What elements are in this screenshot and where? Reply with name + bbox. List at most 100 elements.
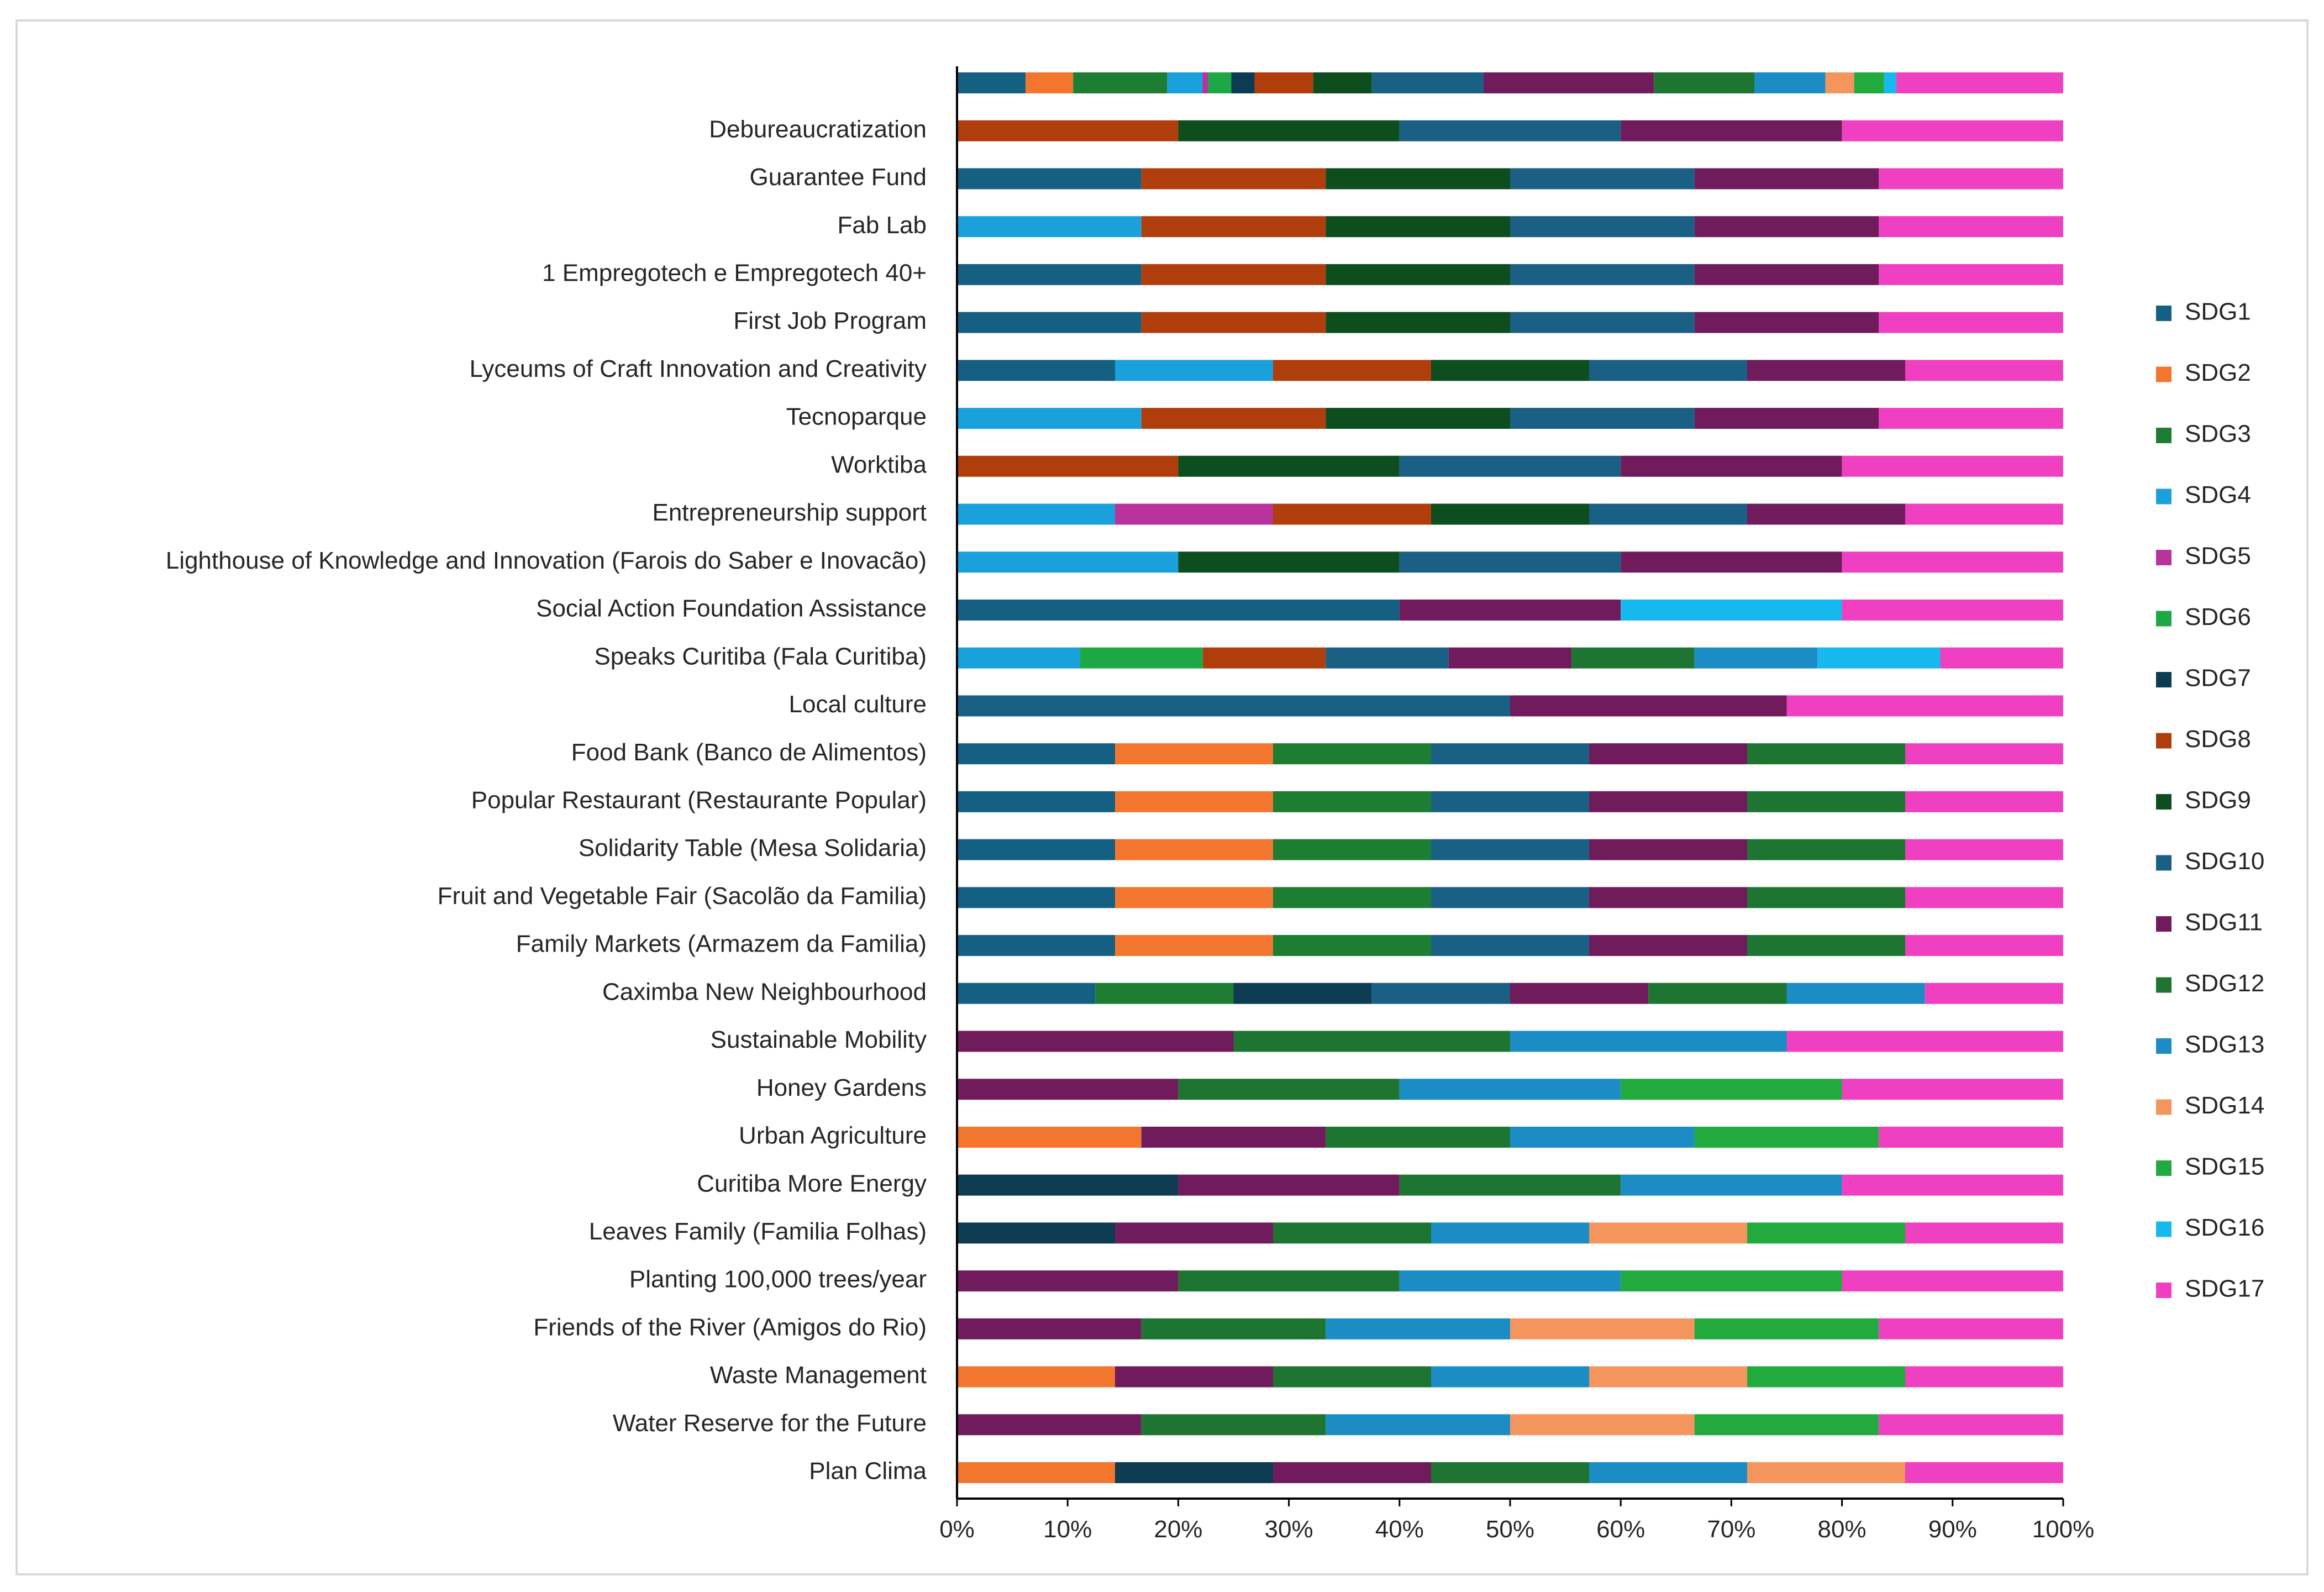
bar-segment-sdg13-row-0 [1754, 72, 1826, 93]
category-label-row-12: Speaks Curitiba (Fala Curitiba) [594, 643, 927, 670]
legend-swatch-sdg17 [2156, 1283, 2171, 1298]
x-tick-label: 10% [1043, 1516, 1092, 1543]
bar-segment-sdg17-row-21 [1842, 1079, 2063, 1100]
category-label-row-11: Social Action Foundation Assistance [536, 595, 927, 622]
bar-segment-sdg11-row-24 [1115, 1222, 1273, 1244]
bar-segment-sdg10-row-10 [1399, 551, 1621, 573]
bar-segment-sdg8-row-3 [1141, 216, 1326, 238]
bar-segment-sdg10-row-1 [1399, 120, 1621, 141]
bar-segment-sdg11-row-8 [1621, 455, 1842, 477]
bar-segment-sdg3-row-14 [1273, 743, 1431, 765]
bar-segment-sdg3-row-16 [1273, 839, 1431, 860]
bar-segment-sdg17-row-0 [1896, 72, 2063, 93]
bar-segment-sdg8-row-1 [957, 120, 1179, 141]
bar-segment-sdg2-row-17 [1115, 887, 1273, 908]
category-label-row-19: Caximba New Neighbourhood [602, 978, 927, 1005]
legend-label-sdg14: SDG14 [2185, 1092, 2264, 1119]
legend-label-sdg15: SDG15 [2185, 1153, 2264, 1180]
bar-segment-sdg11-row-9 [1747, 503, 1905, 525]
legend-label-sdg13: SDG13 [2185, 1031, 2264, 1058]
bar-segment-sdg9-row-8 [1178, 455, 1400, 477]
bar-segment-sdg17-row-4 [1879, 264, 2063, 285]
bar-segment-sdg17-row-20 [1786, 1031, 2063, 1052]
bar-segment-sdg17-row-2 [1879, 168, 2063, 190]
bar-segment-sdg17-row-22 [1879, 1126, 2063, 1148]
bar-segment-sdg7-row-19 [1233, 982, 1372, 1004]
bar-segment-sdg14-row-29 [1747, 1462, 1905, 1483]
bar-segment-sdg10-row-5 [1510, 312, 1695, 333]
bar-segment-sdg12-row-15 [1747, 791, 1905, 812]
bar-segment-sdg8-row-2 [1141, 168, 1326, 190]
legend-swatch-sdg12 [2156, 977, 2171, 993]
bar-segment-sdg9-row-4 [1326, 264, 1510, 285]
bar-segment-sdg4-row-12 [957, 647, 1080, 669]
bar-segment-sdg11-row-18 [1589, 935, 1747, 957]
bar-segment-sdg13-row-22 [1510, 1126, 1695, 1148]
bar-segment-sdg11-row-0 [1483, 72, 1654, 93]
bar-segment-sdg9-row-6 [1431, 360, 1589, 381]
bar-segment-sdg17-row-27 [1905, 1366, 2063, 1388]
bar-segment-sdg9-row-5 [1326, 312, 1510, 333]
bar-segment-sdg15-row-0 [1854, 72, 1884, 93]
legend-swatch-sdg11 [2156, 916, 2171, 932]
category-label-row-15: Popular Restaurant (Restaurante Popular) [471, 786, 927, 813]
bar-segment-sdg16-row-0 [1884, 72, 1896, 93]
bar-segment-sdg12-row-28 [1141, 1414, 1326, 1436]
bar-segment-sdg5-row-0 [1202, 72, 1208, 93]
legend-swatch-sdg16 [2156, 1221, 2171, 1237]
bar-segment-sdg3-row-0 [1073, 72, 1168, 93]
bar-segment-sdg11-row-21 [957, 1079, 1179, 1100]
category-label-row-18: Family Markets (Armazem da Familia) [516, 931, 927, 958]
bar-segment-sdg1-row-19 [957, 982, 1096, 1004]
category-label-row-8: Worktiba [831, 451, 927, 478]
bar-segment-sdg11-row-28 [957, 1414, 1142, 1436]
bars-group [957, 72, 2063, 1483]
bar-segment-sdg11-row-29 [1273, 1462, 1431, 1483]
bar-segment-sdg10-row-18 [1431, 935, 1589, 957]
bar-segment-sdg3-row-18 [1273, 935, 1431, 957]
bar-segment-sdg12-row-17 [1747, 887, 1905, 908]
x-tick-label: 40% [1375, 1516, 1424, 1543]
bar-segment-sdg17-row-5 [1879, 312, 2063, 333]
bar-segment-sdg1-row-5 [957, 312, 1142, 333]
bar-segment-sdg17-row-14 [1905, 743, 2063, 765]
legend-label-sdg10: SDG10 [2185, 848, 2264, 875]
bar-segment-sdg3-row-15 [1273, 791, 1431, 812]
bar-segment-sdg11-row-10 [1621, 551, 1842, 573]
bar-segment-sdg11-row-6 [1747, 360, 1905, 381]
bar-segment-sdg10-row-15 [1431, 791, 1589, 812]
bar-segment-sdg11-row-7 [1694, 408, 1879, 429]
bar-segment-sdg12-row-20 [1233, 1031, 1510, 1052]
category-label-row-9: Entrepreneurship support [652, 499, 927, 526]
bar-segment-sdg15-row-26 [1694, 1318, 1879, 1339]
bar-segment-sdg10-row-8 [1399, 455, 1621, 477]
bar-segment-sdg8-row-12 [1202, 647, 1326, 669]
category-label-row-25: Planting 100,000 trees/year [629, 1266, 927, 1293]
bar-segment-sdg8-row-5 [1141, 312, 1326, 333]
legend-label-sdg3: SDG3 [2185, 421, 2251, 448]
bar-segment-sdg10-row-19 [1371, 982, 1510, 1004]
bar-segment-sdg8-row-6 [1273, 360, 1431, 381]
bar-segment-sdg12-row-19 [1648, 982, 1787, 1004]
x-tick-label: 60% [1596, 1516, 1645, 1543]
bar-segment-sdg17-row-9 [1905, 503, 2063, 525]
bar-segment-sdg11-row-17 [1589, 887, 1747, 908]
legend-swatch-sdg14 [2156, 1099, 2171, 1115]
bar-segment-sdg8-row-9 [1273, 503, 1431, 525]
legend-swatch-sdg10 [2156, 855, 2171, 871]
bar-segment-sdg6-row-0 [1208, 72, 1232, 93]
bar-segment-sdg17-row-23 [1842, 1174, 2063, 1196]
bar-segment-sdg17-row-7 [1879, 408, 2063, 429]
bar-segment-sdg11-row-19 [1510, 982, 1649, 1004]
bar-segment-sdg14-row-27 [1589, 1366, 1747, 1388]
bar-segment-sdg12-row-12 [1571, 647, 1695, 669]
bar-segment-sdg11-row-4 [1694, 264, 1879, 285]
category-label-row-29: Plan Clima [809, 1458, 927, 1485]
bar-segment-sdg17-row-19 [1925, 982, 2063, 1004]
bar-segment-sdg17-row-24 [1905, 1222, 2063, 1244]
bar-segment-sdg8-row-0 [1254, 72, 1313, 93]
bar-segment-sdg11-row-20 [957, 1031, 1234, 1052]
bar-segment-sdg11-row-25 [957, 1270, 1179, 1292]
category-label-row-16: Solidarity Table (Mesa Solidaria) [579, 834, 927, 861]
x-tick-labels-group: 0% 10% 20% 30% 40% 50% 60% 70% 80% 90% 100% [939, 1516, 2094, 1543]
